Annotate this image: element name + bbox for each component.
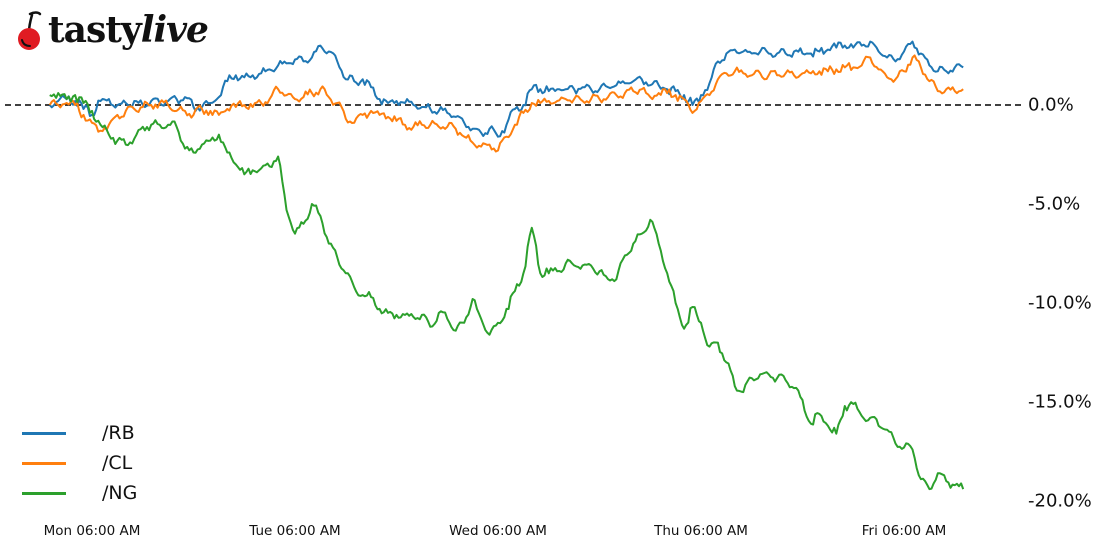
series-line-cl xyxy=(48,54,964,153)
chart-legend: /RB /CL /NG xyxy=(22,418,137,508)
y-tick-label: -20.0% xyxy=(1028,490,1092,512)
series-lines xyxy=(48,40,965,491)
x-tick-label: Wed 06:00 AM xyxy=(449,523,547,539)
x-tick-label: Tue 06:00 AM xyxy=(249,523,341,539)
legend-item-cl: /CL xyxy=(22,448,137,478)
legend-swatch-ng xyxy=(22,491,66,495)
y-tick-label: -5.0% xyxy=(1028,193,1081,215)
series-line-ng xyxy=(49,92,965,491)
y-tick-label: -15.0% xyxy=(1028,391,1092,413)
cherry-icon xyxy=(18,11,42,50)
y-tick-label: 0.0% xyxy=(1028,94,1074,116)
legend-swatch-rb xyxy=(22,431,66,435)
legend-item-rb: /RB xyxy=(22,418,137,448)
tastylive-logo: tastylive xyxy=(12,6,209,54)
legend-label-cl: /CL xyxy=(102,452,133,474)
x-tick-label: Thu 06:00 AM xyxy=(654,523,748,539)
y-tick-label: -10.0% xyxy=(1028,292,1092,314)
brand-name: tastylive xyxy=(48,9,209,51)
legend-label-rb: /RB xyxy=(102,422,135,444)
legend-item-ng: /NG xyxy=(22,478,137,508)
legend-swatch-cl xyxy=(22,461,66,465)
x-tick-label: Mon 06:00 AM xyxy=(43,523,141,539)
series-line-rb xyxy=(48,40,964,138)
legend-label-ng: /NG xyxy=(102,482,138,504)
x-tick-label: Fri 06:00 AM xyxy=(861,523,947,539)
